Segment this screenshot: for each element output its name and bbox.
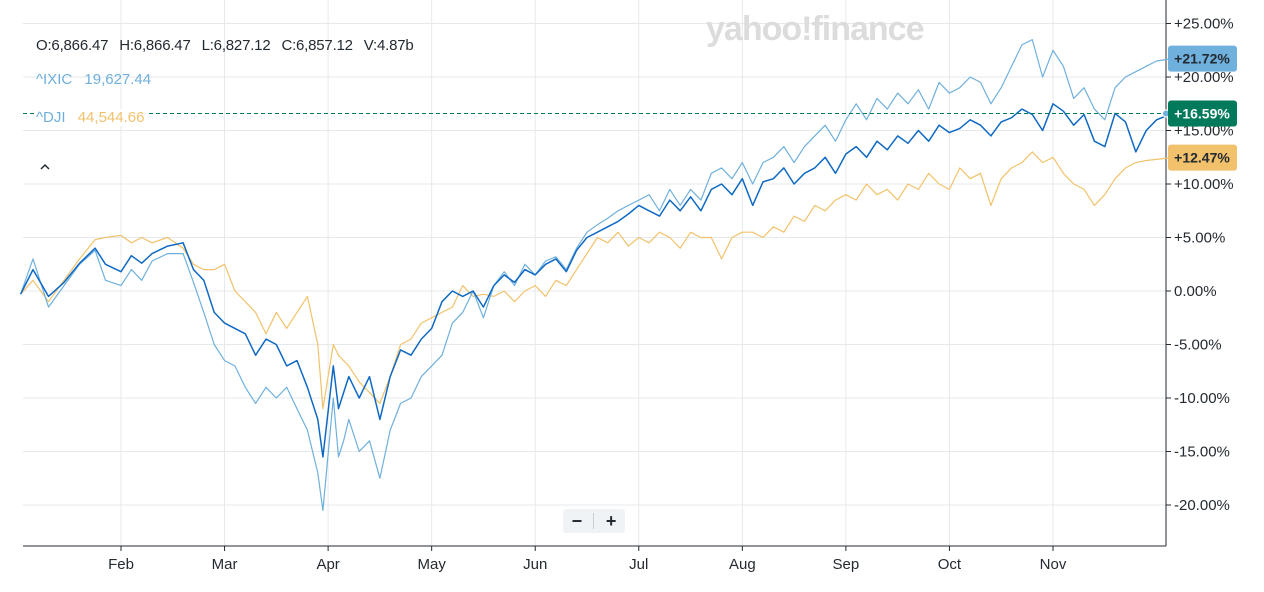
- end-badge-dji: [1168, 144, 1237, 171]
- grid: [23, 0, 1166, 546]
- x-tick-label: Feb: [108, 556, 134, 573]
- x-tick-label: May: [417, 556, 446, 573]
- y-tick-label: -10.00%: [1174, 390, 1230, 407]
- y-tick-label: +25.00%: [1174, 16, 1234, 33]
- chevron-up-icon[interactable]: [37, 158, 53, 174]
- axes: -20.00% -15.00% -10.00% -5.00% 0.00% +5.00% +1…: [23, 0, 1234, 573]
- legend-dji-symbol: ^DJI: [36, 109, 66, 126]
- legend-dji-value: 44,544.66: [77, 109, 145, 126]
- zoom-control: − +: [563, 509, 625, 533]
- x-tick-label: Nov: [1040, 556, 1067, 573]
- legend-ixic-symbol: ^IXIC: [36, 71, 73, 88]
- x-tick-label: Oct: [938, 556, 962, 573]
- x-tick-label: Jul: [629, 556, 648, 573]
- x-tick-label: Mar: [212, 556, 238, 573]
- end-badge-main: [1168, 100, 1237, 127]
- series-lines: [19, 39, 1173, 511]
- x-tick-label: Sep: [833, 556, 860, 573]
- volume-value: V:4.87b: [363, 37, 414, 54]
- end-badge-label: +12.47%: [1174, 150, 1230, 166]
- series-line-main: [19, 103, 1173, 458]
- x-tick-label: Apr: [316, 556, 339, 573]
- end-badge-label: +16.59%: [1174, 105, 1230, 121]
- y-tick-label: +15.00%: [1174, 123, 1234, 140]
- y-tick-label: -5.00%: [1174, 337, 1222, 354]
- y-tick-label: +20.00%: [1174, 69, 1234, 86]
- x-tick-label: Aug: [729, 556, 756, 573]
- close-value: C:6,857.12: [281, 37, 353, 54]
- y-tick-label: +5.00%: [1174, 230, 1225, 247]
- zoom-in-button[interactable]: +: [605, 511, 617, 531]
- y-tick-label: -15.00%: [1174, 444, 1230, 461]
- end-badge-label: +21.72%: [1174, 51, 1230, 67]
- ohlc-readout: O:6,866.47 H:6,866.47 L:6,827.12 C:6,857…: [36, 37, 421, 54]
- high-value: H:6,866.47: [119, 37, 191, 54]
- low-value: L:6,827.12: [201, 37, 271, 54]
- x-tick-label: Jun: [523, 556, 547, 573]
- legend-ixic-value: 19,627.44: [84, 71, 152, 88]
- yahoo-finance-watermark: yahoo!finance: [706, 10, 924, 48]
- series-line-dji: [20, 151, 1173, 410]
- legend-dji[interactable]: ^DJI 44,544.66: [36, 109, 149, 126]
- zoom-out-button[interactable]: −: [571, 511, 583, 531]
- zoom-divider: [593, 513, 595, 529]
- series-line-ixic: [20, 39, 1173, 511]
- y-tick-label: 0.00%: [1174, 283, 1217, 300]
- legend-ixic[interactable]: ^IXIC 19,627.44: [36, 71, 151, 88]
- y-tick-label: -20.00%: [1174, 497, 1230, 514]
- y-tick-label: +10.00%: [1174, 176, 1234, 193]
- open-value: O:6,866.47: [36, 37, 109, 54]
- end-badge-ixic: [1168, 45, 1237, 72]
- end-value-badges: +21.72% +16.59% +12.47%: [1168, 45, 1237, 171]
